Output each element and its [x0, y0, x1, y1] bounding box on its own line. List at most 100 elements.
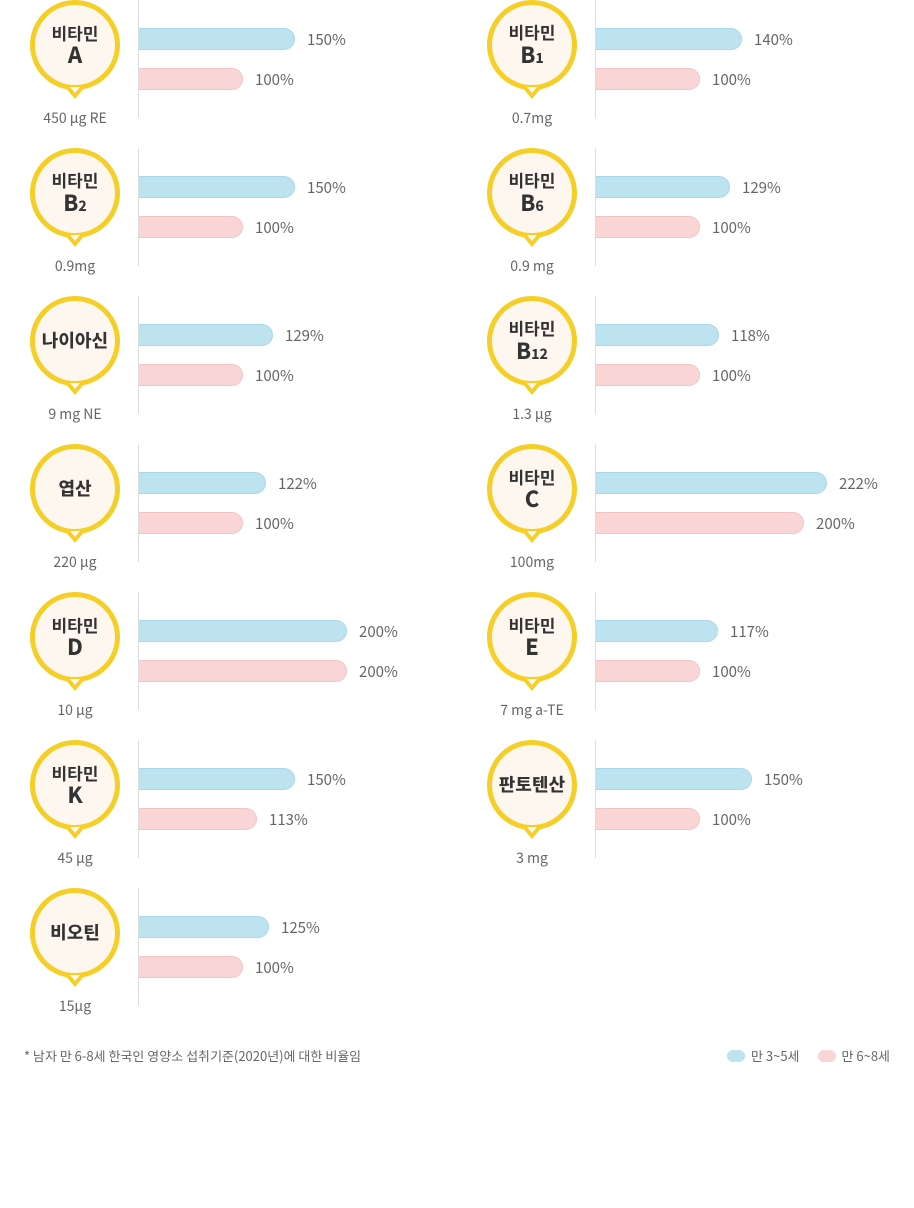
vitamin-item: 비타민A450 μg RE150%100% — [20, 0, 437, 128]
badge-name-sub: 12 — [531, 344, 548, 364]
vitamin-amount: 220 μg — [53, 552, 96, 572]
badge-name-line1: 비오틴 — [50, 923, 100, 943]
badge-name-line2: E — [525, 634, 539, 658]
badge-column: 엽산 220 μg — [20, 444, 130, 572]
blue-row: 222% — [596, 472, 894, 494]
vitamin-amount: 0.7mg — [512, 108, 552, 128]
vitamin-item: 비타민K45 μg150%113% — [20, 740, 437, 868]
vitamin-badge: 비타민D — [30, 592, 120, 682]
blue-label: 129% — [742, 177, 781, 198]
blue-label: 150% — [307, 177, 346, 198]
vitamin-amount: 10 μg — [57, 700, 92, 720]
blue-bar — [139, 620, 347, 642]
blue-bar — [596, 620, 718, 642]
vitamin-item: 비타민D 10 μg 200% 200% — [20, 592, 437, 720]
blue-row: 129% — [596, 176, 894, 198]
badge-name-line1: 나이아신 — [42, 331, 108, 351]
legend-blue-swatch — [727, 1050, 745, 1062]
vitamin-amount: 9 mg NE — [48, 404, 101, 424]
blue-row: 125% — [139, 916, 437, 938]
pink-row: 113% — [139, 808, 437, 830]
blue-bar — [596, 28, 742, 50]
pink-bar — [139, 956, 243, 978]
vitamin-item: 판토텐산3 mg150%100% — [477, 740, 894, 868]
badge-pointer-icon — [65, 679, 85, 691]
vitamin-badge: 비타민B2 — [30, 148, 120, 238]
bars-column: 200% 200% — [138, 592, 437, 710]
vitamin-amount: 3 mg — [516, 848, 548, 868]
blue-row: 140% — [596, 28, 894, 50]
pink-label: 100% — [255, 365, 294, 386]
blue-bar — [139, 324, 273, 346]
pink-label: 200% — [359, 661, 398, 682]
blue-row: 200% — [139, 620, 437, 642]
blue-bar — [596, 472, 827, 494]
blue-bar — [596, 768, 752, 790]
pink-row: 200% — [596, 512, 894, 534]
badge-column: 비타민C 100mg — [477, 444, 587, 572]
pink-row: 100% — [139, 216, 437, 238]
vitamin-amount: 15μg — [59, 996, 91, 1016]
blue-row: 150% — [139, 176, 437, 198]
badge-pointer-icon — [522, 827, 542, 839]
blue-bar — [139, 176, 295, 198]
pink-label: 100% — [712, 69, 751, 90]
badge-name-line2: A — [68, 42, 82, 66]
badge-pointer-icon — [65, 235, 85, 247]
vitamin-badge: 비타민A — [30, 0, 120, 90]
pink-label: 200% — [816, 513, 855, 534]
pink-row: 100% — [596, 216, 894, 238]
legend-blue-label: 만 3~5세 — [751, 1046, 799, 1065]
badge-name-line2: C — [525, 486, 540, 510]
blue-label: 125% — [281, 917, 320, 938]
bars-column: 140% 100% — [595, 0, 894, 118]
footnote-row: * 남자 만 6-8세 한국인 영양소 섭취기준(2020년)에 대한 비율임 … — [20, 1046, 894, 1075]
vitamin-badge: 비타민C — [487, 444, 577, 534]
vitamin-amount: 7 mg a-TE — [500, 700, 564, 720]
badge-column: 비타민B20.9mg — [20, 148, 130, 276]
pink-bar — [139, 364, 243, 386]
badge-pointer-icon — [65, 531, 85, 543]
bars-column: 122% 100% — [138, 444, 437, 562]
vitamin-item: 비타민C 100mg 222% 200% — [477, 444, 894, 572]
vitamin-badge: 비오틴 — [30, 888, 120, 978]
pink-label: 100% — [712, 365, 751, 386]
badge-column: 비타민A450 μg RE — [20, 0, 130, 128]
bars-column: 118% 100% — [595, 296, 894, 414]
pink-bar — [139, 808, 257, 830]
pink-label: 100% — [255, 69, 294, 90]
pink-label: 100% — [255, 513, 294, 534]
legend-pink: 만 6~8세 — [818, 1046, 890, 1065]
vitamin-badge: 비타민B12 — [487, 296, 577, 386]
badge-column: 비오틴 15μg — [20, 888, 130, 1016]
bars-column: 129%100% — [138, 296, 437, 414]
blue-label: 150% — [307, 769, 346, 790]
blue-label: 150% — [764, 769, 803, 790]
blue-label: 122% — [278, 473, 317, 494]
bars-column: 129% 100% — [595, 148, 894, 266]
pink-row: 100% — [139, 68, 437, 90]
footnote-text: * 남자 만 6-8세 한국인 영양소 섭취기준(2020년)에 대한 비율임 — [24, 1046, 361, 1065]
badge-name-line1: 엽산 — [58, 479, 91, 499]
pink-bar — [596, 68, 700, 90]
vitamin-amount: 1.3 μg — [512, 404, 551, 424]
bars-column: 150% 100% — [138, 148, 437, 266]
legend: 만 3~5세 만 6~8세 — [727, 1046, 890, 1065]
pink-label: 100% — [712, 217, 751, 238]
badge-column: 비타민B60.9 mg — [477, 148, 587, 276]
blue-row: 118% — [596, 324, 894, 346]
vitamin-badge: 엽산 — [30, 444, 120, 534]
blue-row: 117% — [596, 620, 894, 642]
badge-name-sub: 2 — [78, 196, 86, 216]
pink-bar — [596, 216, 700, 238]
blue-bar — [139, 28, 295, 50]
pink-row: 100% — [139, 364, 437, 386]
blue-label: 118% — [731, 325, 770, 346]
badge-pointer-icon — [65, 87, 85, 99]
bars-column: 150%100% — [138, 0, 437, 118]
vitamin-amount: 100mg — [510, 552, 554, 572]
badge-name-line2: B2 — [63, 190, 87, 214]
badge-name-line2: K — [67, 782, 82, 806]
vitamin-badge: 나이아신 — [30, 296, 120, 386]
badge-pointer-icon — [522, 531, 542, 543]
